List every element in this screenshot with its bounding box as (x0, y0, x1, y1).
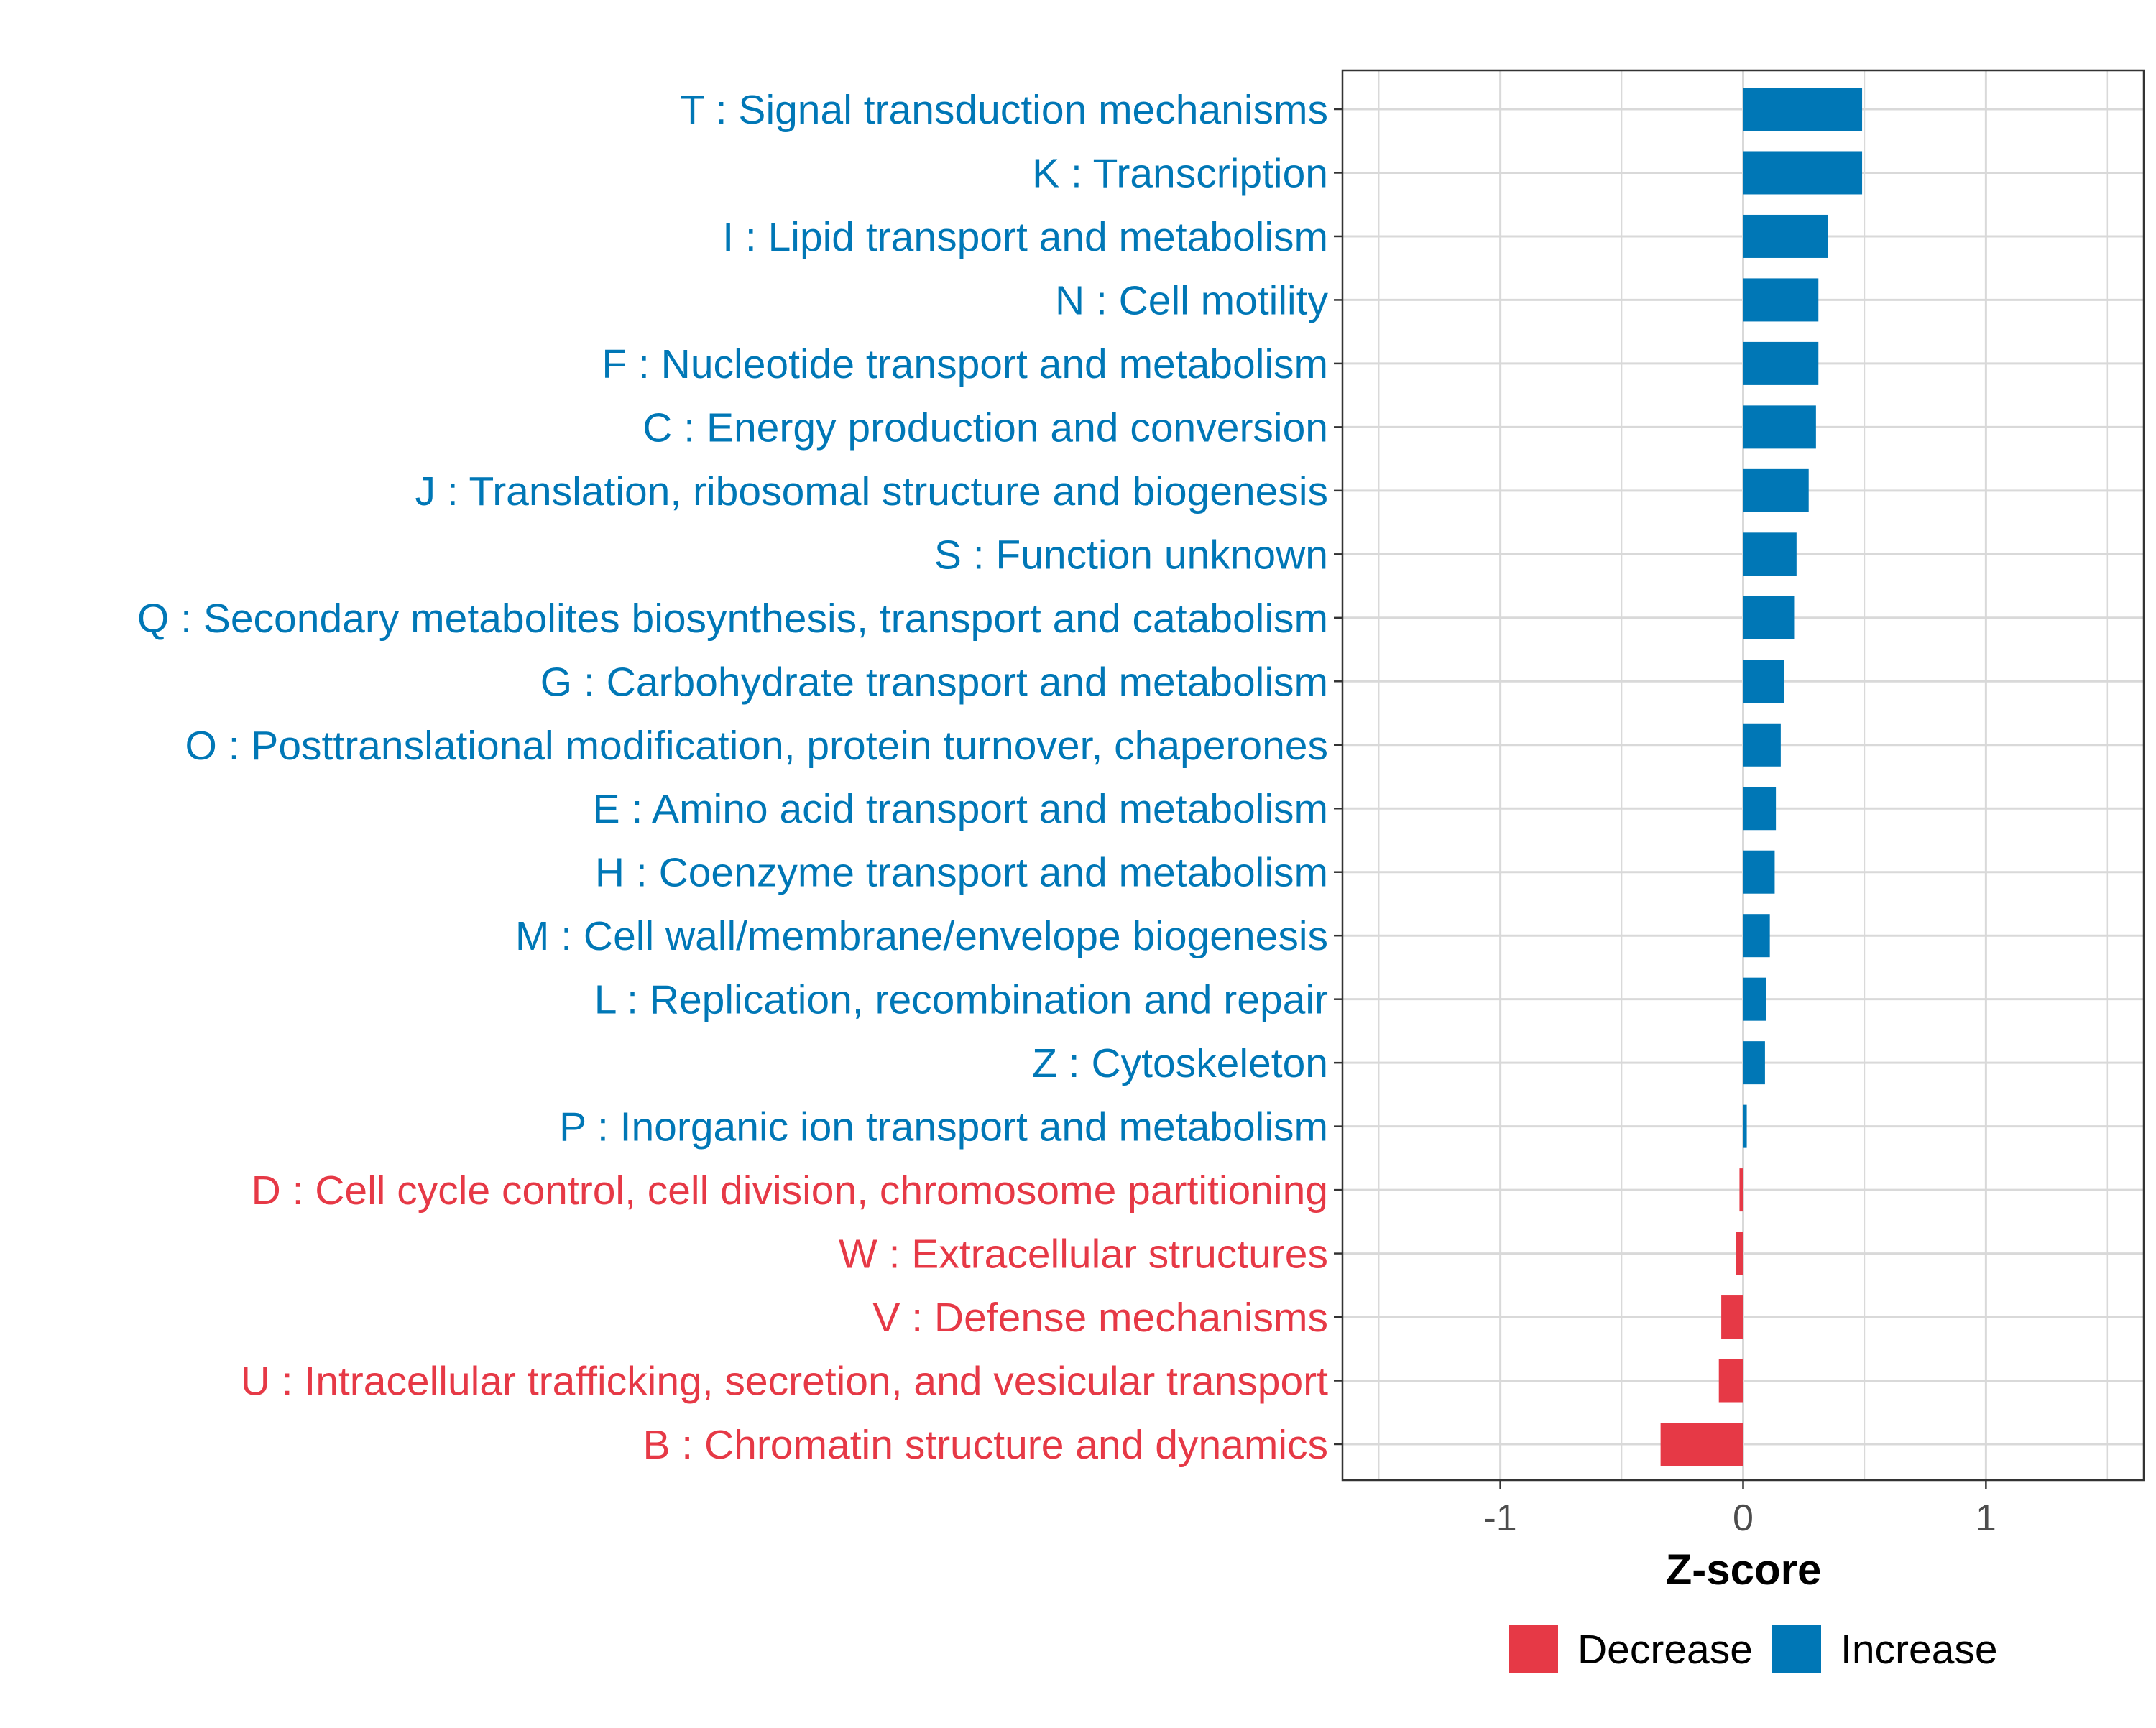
bar (1736, 1232, 1743, 1275)
x-axis-title: Z-score (1666, 1546, 1822, 1594)
x-axis-ticks: -1 0 1 (1483, 1480, 1996, 1539)
y-tick-label: B : Chromatin structure and dynamics (642, 1422, 1328, 1468)
bar (1743, 914, 1770, 958)
y-tick-label: P : Inorganic ion transport and metaboli… (559, 1104, 1328, 1150)
legend-label: Decrease (1577, 1627, 1753, 1673)
bar (1743, 1041, 1765, 1085)
y-tick-label: Z : Cytoskeleton (1032, 1040, 1328, 1086)
bar (1743, 1104, 1747, 1148)
y-tick-label: T : Signal transduction mechanisms (680, 87, 1328, 133)
y-tick-label: F : Nucleotide transport and metabolism (602, 341, 1328, 387)
y-tick-label: W : Extracellular structures (839, 1232, 1328, 1277)
bar (1721, 1295, 1743, 1339)
bar (1739, 1168, 1743, 1212)
bars (1660, 88, 1863, 1466)
x-tick-label: 1 (1976, 1497, 1996, 1539)
y-axis-ticks (1334, 108, 1342, 1446)
bar (1743, 151, 1863, 195)
bar (1660, 1423, 1743, 1466)
y-tick-label: E : Amino acid transport and metabolism (593, 786, 1328, 832)
legend-label: Increase (1841, 1627, 1998, 1673)
bar (1718, 1359, 1743, 1403)
legend-swatch (1509, 1625, 1558, 1673)
bar (1743, 660, 1784, 703)
bar (1743, 723, 1781, 767)
y-tick-label: U : Intracellular trafficking, secretion… (241, 1359, 1328, 1405)
y-tick-label: I : Lipid transport and metabolism (722, 214, 1328, 260)
bar (1743, 214, 1828, 258)
y-tick-label: H : Coenzyme transport and metabolism (595, 850, 1328, 896)
x-tick-label: -1 (1483, 1497, 1516, 1539)
bar (1743, 977, 1766, 1021)
bar (1743, 468, 1809, 512)
y-tick-label: N : Cell motility (1055, 277, 1329, 323)
y-tick-label: J : Translation, ribosomal structure and… (415, 468, 1328, 514)
y-tick-label: L : Replication, recombination and repai… (594, 977, 1328, 1023)
legend-swatch (1772, 1625, 1821, 1673)
y-axis-labels: T : Signal transduction mechanisms K : Tr… (137, 87, 1329, 1468)
legend: Decrease Increase (1509, 1625, 1998, 1673)
bar (1743, 278, 1819, 322)
y-tick-label: Q : Secondary metabolites biosynthesis, … (137, 596, 1328, 642)
bar (1743, 88, 1863, 131)
bar (1743, 787, 1777, 831)
y-tick-label: O : Posttranslational modification, prot… (185, 723, 1328, 769)
bar (1743, 850, 1775, 894)
bar (1743, 341, 1819, 385)
y-tick-label: K : Transcription (1032, 150, 1328, 196)
bar (1743, 596, 1795, 639)
y-tick-label: C : Energy production and conversion (642, 405, 1328, 451)
bar (1743, 405, 1816, 449)
y-tick-label: D : Cell cycle control, cell division, c… (252, 1168, 1328, 1214)
bar (1743, 532, 1797, 576)
x-tick-label: 0 (1733, 1497, 1754, 1539)
y-tick-label: M : Cell wall/membrane/envelope biogenes… (515, 913, 1328, 959)
y-tick-label: V : Defense mechanisms (872, 1295, 1328, 1341)
y-tick-label: G : Carbohydrate transport and metabolis… (540, 659, 1328, 705)
y-tick-label: S : Function unknown (934, 532, 1328, 578)
